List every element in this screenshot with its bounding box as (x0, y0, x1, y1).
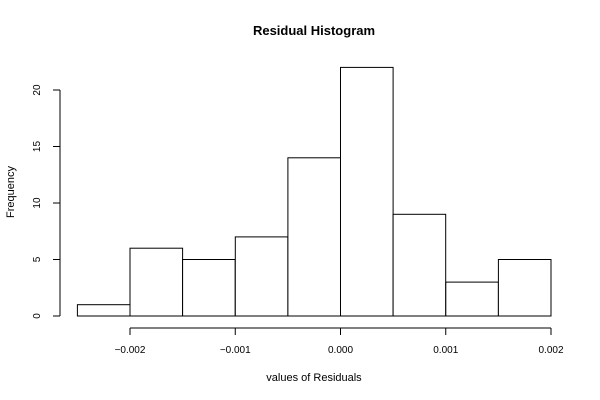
histogram-bar-9 (497, 259, 552, 317)
histogram-bar-8 (445, 281, 499, 317)
histogram-bar-7 (392, 213, 447, 317)
x-tick-label: −0.001 (220, 345, 251, 356)
histogram-bar-1 (76, 304, 131, 317)
y-tick-label: 20 (32, 84, 43, 96)
histogram-bar-6 (340, 66, 394, 317)
y-axis-label: Frequency (5, 166, 17, 218)
y-axis: 0 5 10 15 20 (32, 84, 61, 319)
y-tick-label: 15 (32, 141, 43, 153)
y-tick-label: 5 (32, 256, 43, 262)
x-tick-label: 0.002 (538, 345, 563, 356)
chart-title: Residual Histogram (253, 23, 375, 38)
histogram-bar-2 (129, 247, 184, 317)
bars-group (76, 66, 552, 317)
histogram-bar-5 (287, 157, 341, 317)
x-axis-label: values of Residuals (266, 372, 362, 384)
y-tick-label: 10 (32, 197, 43, 209)
histogram-bar-3 (182, 259, 236, 317)
x-tick-label: 0.000 (328, 345, 353, 356)
x-axis: −0.002 −0.001 0.000 0.001 0.002 (115, 327, 564, 356)
histogram-bar-4 (234, 236, 289, 317)
y-tick-label: 0 (32, 313, 43, 319)
x-tick-label: 0.001 (433, 345, 458, 356)
x-tick-label: −0.002 (115, 345, 146, 356)
